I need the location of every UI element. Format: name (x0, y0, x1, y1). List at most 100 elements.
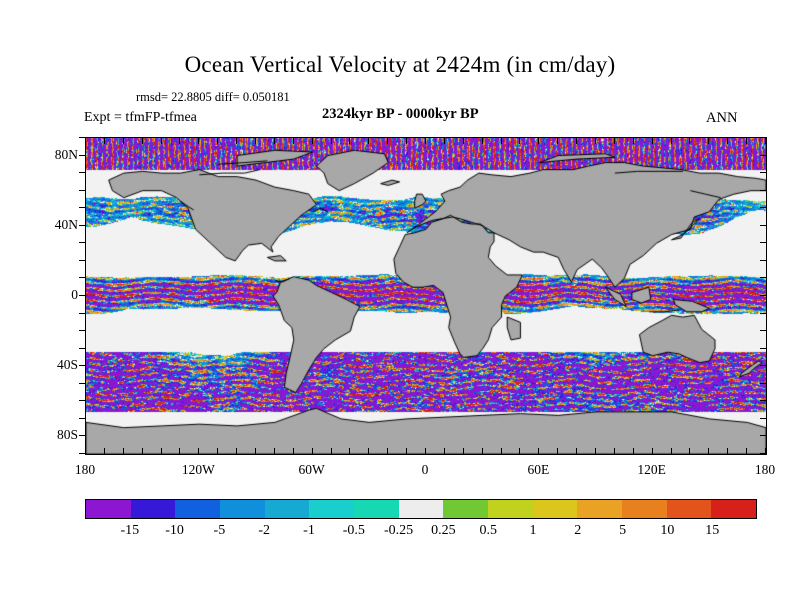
colorbar-tick-label: -0.25 (384, 523, 414, 538)
colorbar-tick-label: -0.5 (342, 523, 365, 538)
x-tick-mark (406, 448, 408, 454)
colorbar-tick-label: -15 (120, 523, 140, 538)
x-tick-label: 120E (637, 462, 666, 477)
y-tick-mark (760, 382, 766, 384)
x-tick-mark (406, 138, 408, 144)
colorbar-band-8 (443, 500, 489, 518)
x-tick-mark (500, 138, 502, 144)
x-tick-mark (330, 138, 332, 144)
y-tick-mark (760, 435, 766, 437)
y-tick-mark (760, 277, 766, 279)
y-tick-label: 80N (54, 146, 78, 162)
y-tick-label: 40S (56, 357, 78, 373)
x-tick-mark (481, 138, 483, 144)
x-tick-mark (85, 448, 86, 454)
x-tick-mark (576, 138, 578, 144)
y-tick-mark (760, 365, 766, 367)
x-tick-mark (613, 448, 615, 454)
page-title: Ocean Vertical Velocity at 2424m (in cm/… (184, 52, 616, 77)
y-tick-mark (79, 365, 85, 367)
x-tick-mark (765, 138, 766, 144)
x-tick-mark (141, 138, 143, 144)
y-tick-mark (79, 259, 85, 261)
y-tick-mark (760, 137, 766, 138)
heatmap-field (86, 138, 766, 454)
colorbar-tick-label: -5 (213, 523, 226, 538)
x-tick-mark (273, 448, 275, 454)
experiment-label: Expt = tfmFP-tfmea (84, 110, 197, 125)
x-tick-mark (273, 138, 275, 144)
x-tick-mark (122, 448, 124, 454)
x-tick-mark (765, 448, 766, 454)
x-tick-mark (557, 448, 559, 454)
y-tick-mark (79, 453, 85, 454)
colorbar-tick-label: 5 (619, 523, 627, 538)
colorbar-tick-label: -2 (258, 523, 271, 538)
x-tick-mark (292, 138, 294, 144)
x-tick-mark (198, 448, 200, 454)
y-tick-mark (79, 400, 85, 402)
x-tick-mark (255, 448, 256, 454)
x-tick-mark (179, 138, 181, 144)
y-tick-mark (79, 242, 85, 244)
y-tick-mark (79, 330, 85, 332)
colorbar-band-0 (86, 500, 131, 518)
x-tick-mark (292, 448, 294, 454)
x-tick-mark (425, 448, 426, 454)
x-tick-mark (368, 448, 370, 454)
colorbar-tick-label: 1 (529, 523, 537, 538)
x-tick-mark (632, 138, 634, 144)
colorbar-tick-label: 10 (660, 523, 675, 538)
statistics-annotation: rmsd= 22.8805 diff= 0.050181 (136, 90, 290, 104)
y-tick-mark (79, 189, 85, 191)
x-tick-mark (236, 448, 238, 454)
x-tick-mark (217, 138, 219, 144)
x-tick-mark (443, 138, 445, 144)
x-tick-mark (576, 448, 578, 454)
colorbar-tick-label: -1 (303, 523, 315, 538)
time-period-label: 2324kyr BP - 0000kyr BP (322, 106, 479, 122)
y-tick-mark (79, 435, 85, 437)
colorbar-band-6 (354, 500, 399, 518)
x-tick-label: 180 (754, 462, 776, 477)
y-tick-label: 0 (71, 287, 78, 302)
x-tick-mark (311, 448, 313, 454)
x-tick-label: 60E (527, 462, 550, 477)
y-tick-mark (760, 207, 766, 209)
x-tick-mark (349, 448, 351, 454)
x-tick-mark (500, 448, 502, 454)
x-tick-mark (349, 138, 351, 144)
x-tick-mark (613, 138, 615, 144)
x-tick-mark (103, 448, 105, 454)
x-tick-mark (651, 138, 653, 144)
y-tick-mark (79, 417, 85, 419)
y-tick-mark (79, 347, 85, 349)
x-tick-mark (538, 448, 540, 454)
x-tick-mark (311, 138, 313, 144)
x-tick-mark (85, 138, 86, 144)
y-tick-mark (79, 312, 85, 314)
y-tick-mark (760, 347, 766, 349)
x-tick-mark (462, 138, 464, 144)
y-tick-mark (79, 277, 85, 279)
x-tick-mark (387, 448, 389, 454)
y-tick-mark (760, 295, 766, 296)
map-plot-area (85, 137, 767, 455)
x-tick-mark (462, 448, 464, 454)
y-tick-mark (760, 453, 766, 454)
x-tick-mark (595, 138, 596, 144)
y-tick-mark (760, 154, 766, 156)
x-tick-mark (689, 138, 691, 144)
x-tick-mark (746, 138, 748, 144)
colorbar (85, 499, 757, 519)
colorbar-tick-label: 0.25 (431, 523, 456, 538)
x-tick-mark (632, 448, 634, 454)
x-tick-mark (160, 138, 162, 144)
y-tick-mark (760, 330, 766, 332)
x-tick-mark (255, 138, 256, 144)
y-tick-mark (760, 417, 766, 419)
x-tick-mark (708, 138, 710, 144)
colorbar-band-10 (532, 500, 578, 518)
colorbar-band-3 (220, 500, 265, 518)
